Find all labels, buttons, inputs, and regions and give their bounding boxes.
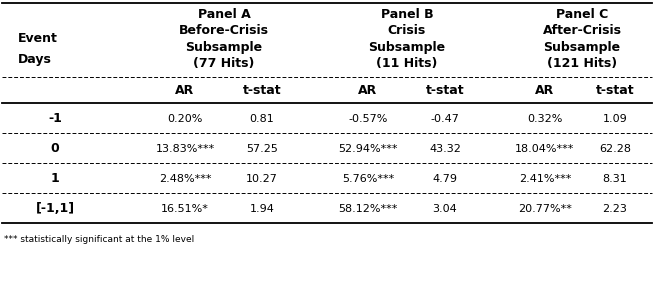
Text: -0.47: -0.47 <box>430 114 460 124</box>
Text: 20.77%**: 20.77%** <box>518 204 572 214</box>
Text: (77 Hits): (77 Hits) <box>194 57 254 70</box>
Text: 1: 1 <box>50 173 60 186</box>
Text: 2.41%***: 2.41%*** <box>519 174 571 184</box>
Text: t-stat: t-stat <box>426 84 464 98</box>
Text: 16.51%*: 16.51%* <box>161 204 209 214</box>
Text: 13.83%***: 13.83%*** <box>156 144 215 154</box>
Text: 43.32: 43.32 <box>429 144 461 154</box>
Text: -0.57%: -0.57% <box>349 114 388 124</box>
Text: 2.23: 2.23 <box>602 204 627 214</box>
Text: Subsample: Subsample <box>186 40 262 53</box>
Text: AR: AR <box>175 84 195 98</box>
Text: Before-Crisis: Before-Crisis <box>179 24 269 37</box>
Text: 10.27: 10.27 <box>246 174 278 184</box>
Text: *** statistically significant at the 1% level: *** statistically significant at the 1% … <box>4 235 194 245</box>
Text: After-Crisis: After-Crisis <box>543 24 621 37</box>
Text: Subsample: Subsample <box>543 40 621 53</box>
Text: Subsample: Subsample <box>368 40 445 53</box>
Text: 1.94: 1.94 <box>250 204 275 214</box>
Text: [-1,1]: [-1,1] <box>35 202 75 216</box>
Text: 0.32%: 0.32% <box>527 114 562 124</box>
Text: 0.20%: 0.20% <box>167 114 203 124</box>
Text: 1.09: 1.09 <box>602 114 627 124</box>
Text: Event: Event <box>18 32 58 45</box>
Text: 5.76%***: 5.76%*** <box>342 174 394 184</box>
Text: t-stat: t-stat <box>243 84 281 98</box>
Text: 0.81: 0.81 <box>250 114 275 124</box>
Text: -1: -1 <box>48 112 62 125</box>
Text: 2.48%***: 2.48%*** <box>159 174 211 184</box>
Text: AR: AR <box>536 84 555 98</box>
Text: Panel A: Panel A <box>198 7 250 20</box>
Text: Panel C: Panel C <box>556 7 608 20</box>
Text: 4.79: 4.79 <box>432 174 458 184</box>
Text: 52.94%***: 52.94%*** <box>338 144 398 154</box>
Text: 0: 0 <box>50 142 60 155</box>
Text: t-stat: t-stat <box>596 84 634 98</box>
Text: 18.04%***: 18.04%*** <box>515 144 575 154</box>
Text: 8.31: 8.31 <box>602 174 627 184</box>
Text: 62.28: 62.28 <box>599 144 631 154</box>
Text: AR: AR <box>358 84 377 98</box>
Text: (121 Hits): (121 Hits) <box>547 57 617 70</box>
Text: Crisis: Crisis <box>388 24 426 37</box>
Text: (11 Hits): (11 Hits) <box>376 57 438 70</box>
Text: 58.12%***: 58.12%*** <box>338 204 398 214</box>
Text: 3.04: 3.04 <box>433 204 457 214</box>
Text: Panel B: Panel B <box>381 7 434 20</box>
Text: Days: Days <box>18 53 52 66</box>
Text: 57.25: 57.25 <box>246 144 278 154</box>
